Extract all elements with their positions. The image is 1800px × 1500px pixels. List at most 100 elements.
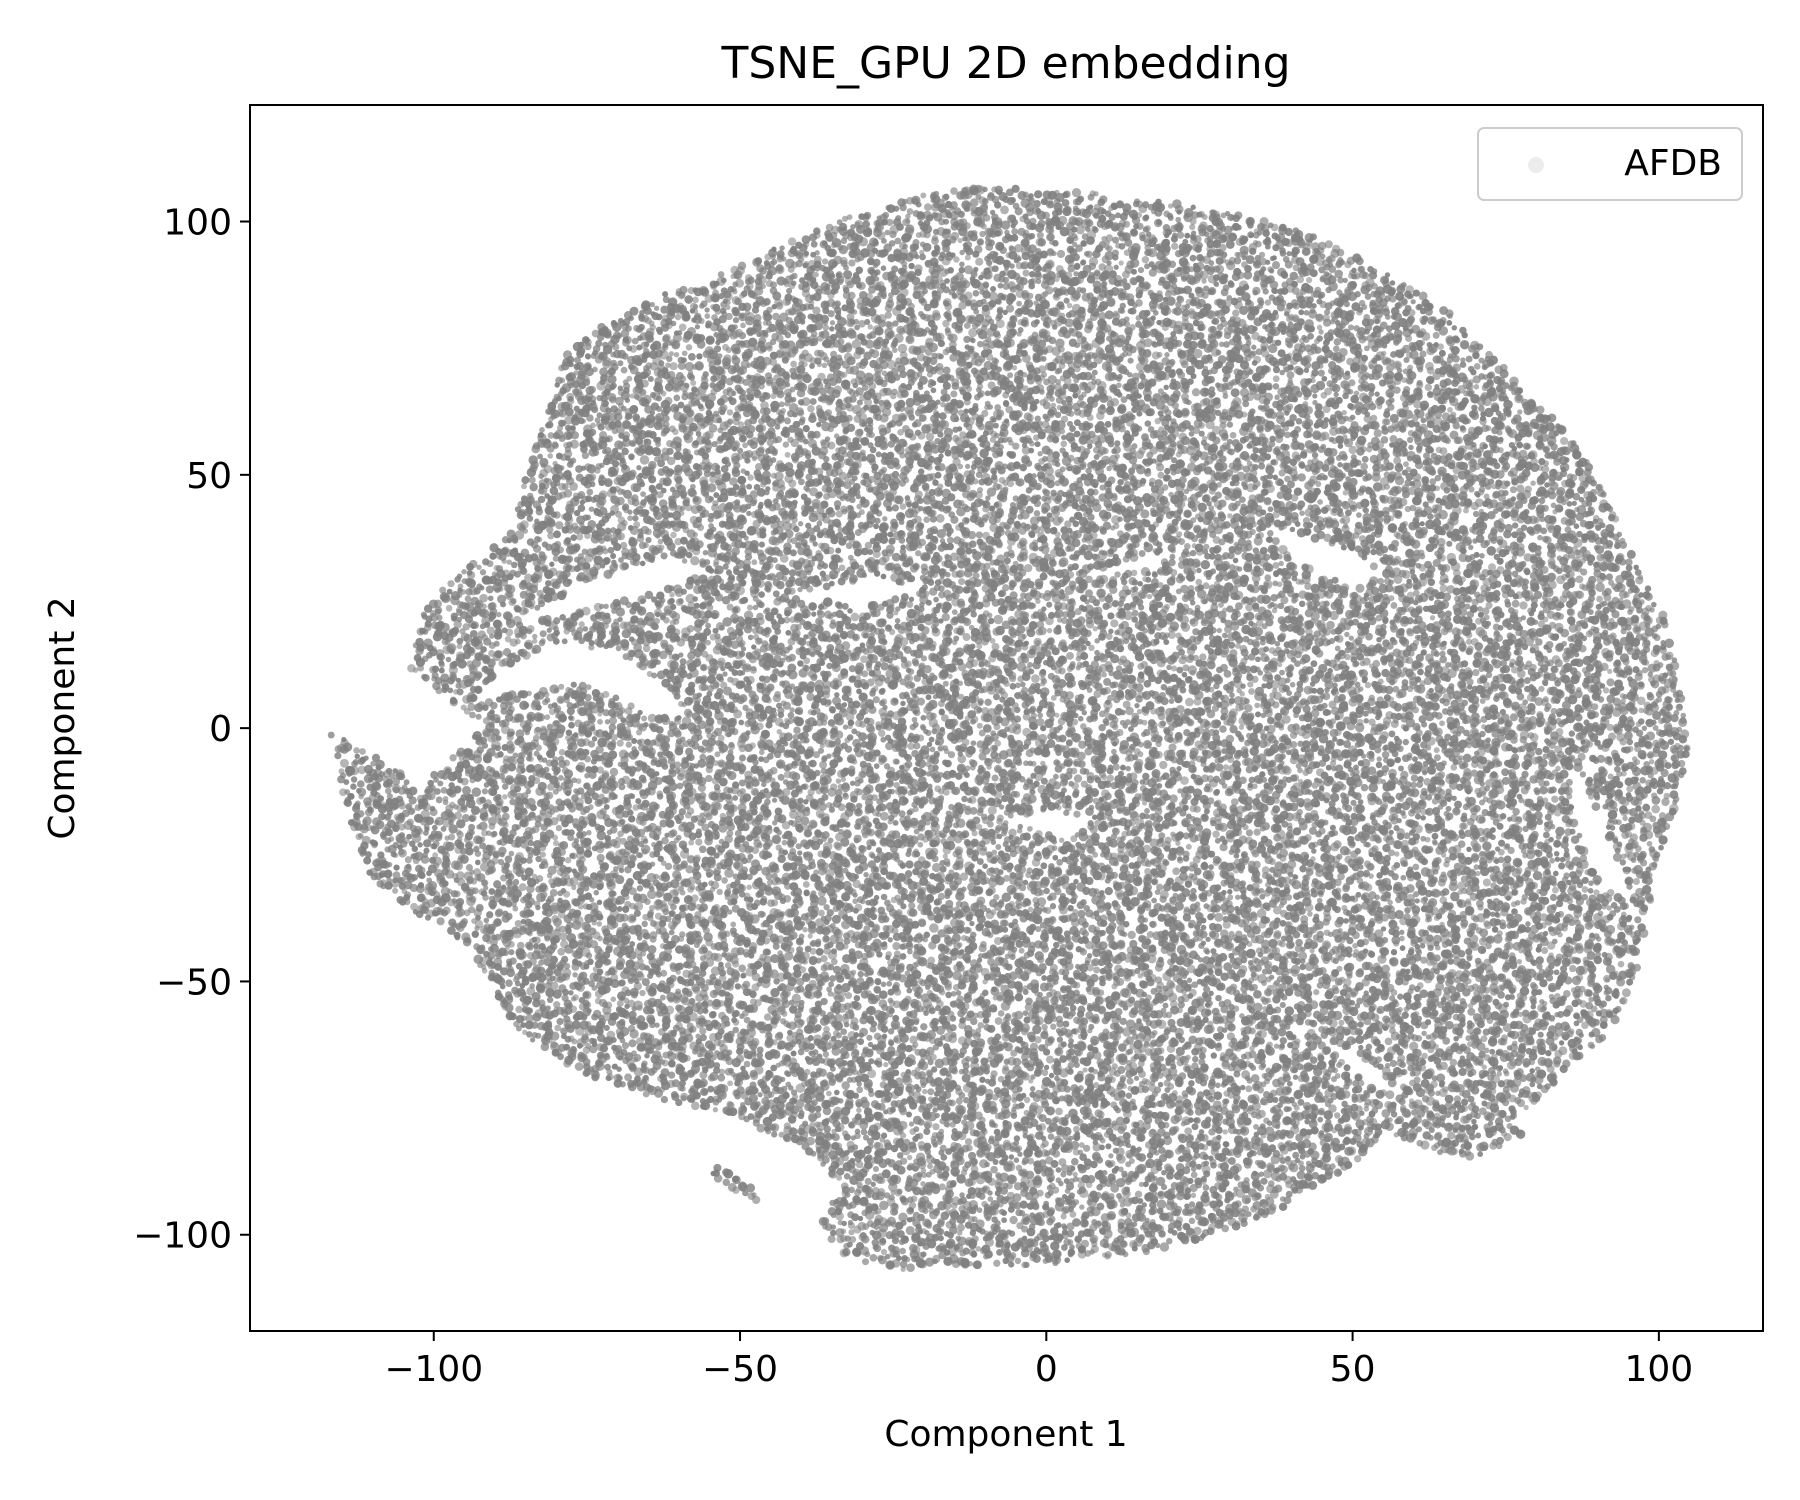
data-point: [367, 807, 372, 812]
data-point: [696, 828, 702, 834]
data-point: [407, 819, 414, 826]
data-point: [565, 1023, 571, 1029]
data-point: [660, 598, 666, 604]
data-point: [492, 728, 500, 736]
data-point: [449, 754, 456, 761]
data-point: [633, 521, 640, 528]
data-point: [588, 804, 594, 810]
data-point: [550, 737, 559, 746]
data-point: [352, 821, 358, 827]
data-point: [562, 989, 569, 996]
data-point: [716, 674, 723, 681]
data-point: [447, 580, 454, 587]
data-point: [540, 891, 547, 898]
data-point: [423, 629, 429, 635]
data-point: [486, 560, 493, 567]
data-point: [650, 302, 655, 307]
data-point: [718, 406, 726, 414]
data-point: [690, 380, 696, 386]
data-point: [689, 668, 698, 677]
data-point: [543, 767, 549, 773]
data-point: [597, 1052, 604, 1059]
data-point: [586, 489, 593, 496]
data-point: [561, 900, 570, 909]
data-point: [484, 622, 490, 628]
data-point: [660, 1078, 668, 1086]
data-point: [540, 883, 548, 891]
data-point: [596, 914, 603, 921]
data-point: [574, 370, 579, 375]
data-point: [542, 555, 547, 560]
data-point: [644, 739, 651, 746]
data-point: [421, 674, 427, 680]
data-point: [498, 898, 506, 906]
data-point: [525, 996, 532, 1003]
data-point: [711, 801, 720, 810]
data-point: [445, 768, 451, 774]
data-point: [620, 1009, 629, 1018]
data-point: [661, 1096, 668, 1103]
data-point: [655, 777, 663, 785]
data-point: [627, 1000, 635, 1008]
data-point: [537, 537, 542, 542]
data-point: [583, 562, 591, 570]
data-point: [491, 973, 501, 983]
data-point: [705, 939, 713, 947]
data-point: [590, 940, 598, 948]
data-point: [662, 735, 670, 743]
data-point: [718, 368, 726, 376]
data-point: [414, 826, 422, 834]
data-point: [681, 1071, 688, 1078]
data-point: [634, 902, 643, 911]
data-point: [653, 828, 662, 837]
data-point: [563, 618, 571, 626]
data-point: [527, 625, 535, 633]
data-point: [647, 883, 653, 889]
data-point: [676, 963, 683, 970]
data-point: [422, 803, 431, 812]
data-point: [693, 771, 698, 776]
data-point: [718, 823, 728, 833]
data-point: [469, 814, 477, 822]
data-point: [717, 658, 725, 666]
data-point: [547, 997, 553, 1003]
data-point: [658, 759, 667, 768]
data-point: [724, 890, 731, 897]
data-point: [605, 1001, 612, 1008]
data-point: [465, 842, 472, 849]
data-point: [544, 714, 550, 720]
data-point: [656, 437, 662, 443]
data-point: [528, 593, 535, 600]
data-point: [699, 792, 706, 799]
data-point: [685, 504, 692, 511]
data-point: [673, 469, 679, 475]
data-point: [587, 713, 594, 720]
data-point: [629, 470, 637, 478]
data-point: [608, 375, 617, 384]
data-point: [698, 318, 704, 324]
data-point: [502, 559, 507, 564]
data-point: [507, 746, 515, 754]
data-point: [673, 897, 680, 904]
data-point: [471, 623, 477, 629]
data-point: [679, 323, 687, 331]
data-point: [662, 415, 669, 422]
data-point: [384, 869, 393, 878]
data-point: [645, 537, 651, 543]
data-point: [589, 429, 596, 436]
data-point: [574, 910, 582, 918]
data-point: [392, 888, 398, 894]
data-point: [557, 425, 563, 431]
data-point: [654, 843, 663, 852]
data-point: [647, 496, 656, 505]
data-point: [479, 594, 488, 603]
data-point: [465, 596, 472, 603]
data-point: [648, 1034, 654, 1040]
data-point: [448, 824, 457, 833]
data-point: [539, 427, 545, 433]
data-point: [624, 934, 631, 941]
data-point: [503, 950, 509, 956]
data-point: [672, 870, 681, 879]
data-point: [684, 709, 692, 717]
data-point: [526, 892, 533, 899]
